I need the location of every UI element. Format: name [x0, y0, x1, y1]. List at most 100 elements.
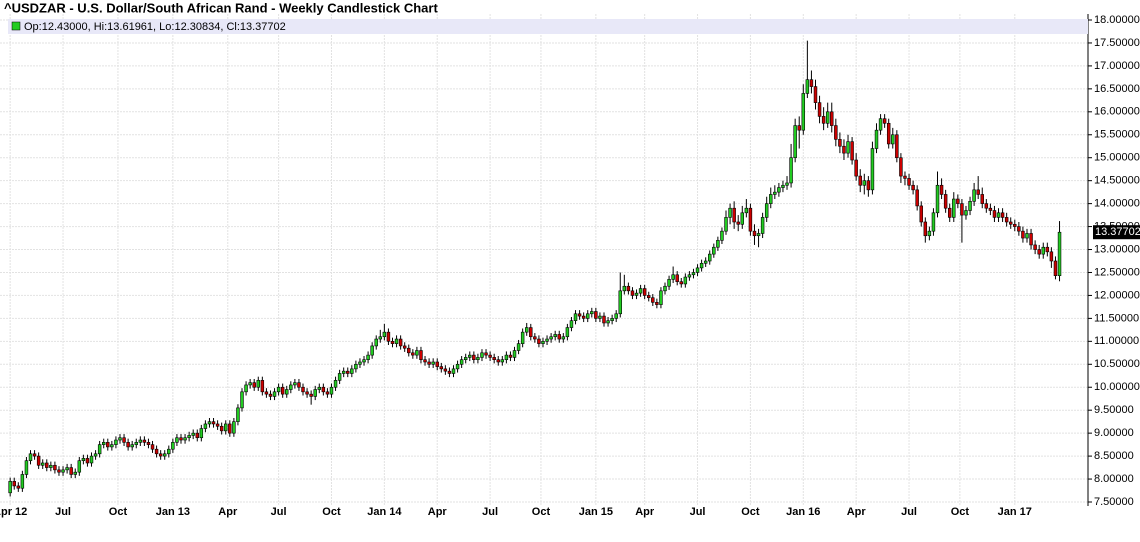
- candle-body: [760, 217, 765, 234]
- candle-body: [1000, 212, 1005, 218]
- candle-body: [1049, 251, 1054, 262]
- x-tick-label: Jul: [690, 506, 706, 518]
- x-tick-label: Jan 13: [156, 506, 190, 518]
- candle-body: [642, 288, 647, 296]
- candle-body: [984, 203, 989, 209]
- x-tick-label: Jul: [271, 506, 287, 518]
- candle-body: [769, 194, 773, 204]
- candle-body: [972, 189, 976, 202]
- candle-body: [232, 421, 236, 434]
- candle-body: [203, 423, 208, 429]
- candle-body: [171, 442, 175, 450]
- candle-body: [297, 382, 301, 388]
- candle-body: [886, 122, 891, 145]
- candle-body: [777, 187, 781, 193]
- candle-body: [610, 318, 614, 321]
- x-tick-label: Apr: [428, 506, 448, 518]
- candle-body: [683, 276, 688, 285]
- candle-body: [895, 134, 899, 159]
- candle-body: [504, 354, 509, 360]
- y-tick-label: 11.50000: [1094, 312, 1139, 324]
- chart-title: ^USDZAR - U.S. Dollar/South African Rand…: [4, 0, 438, 15]
- candle-body: [1004, 217, 1009, 223]
- candle-body: [260, 380, 265, 393]
- candle-body: [1053, 260, 1058, 276]
- candle-body: [947, 207, 952, 218]
- candle-body: [122, 437, 126, 443]
- candle-body: [500, 359, 505, 363]
- y-tick-label: 12.00000: [1094, 289, 1140, 301]
- candle-body: [557, 334, 561, 340]
- candle-body: [496, 359, 500, 363]
- candle-body: [858, 175, 862, 186]
- candle-body: [73, 471, 77, 475]
- candle-body: [337, 373, 342, 381]
- candle-body: [57, 469, 61, 473]
- candle-body: [293, 382, 297, 386]
- candle-body: [158, 453, 163, 457]
- candle-body: [488, 354, 492, 358]
- y-tick-label: 9.00000: [1094, 427, 1134, 439]
- candle-body: [146, 442, 151, 445]
- candle-body: [736, 221, 740, 225]
- candle-body: [463, 357, 468, 360]
- candle-body: [1037, 249, 1041, 255]
- candle-body: [923, 221, 928, 237]
- candle-body: [480, 352, 484, 358]
- candle-body: [573, 313, 578, 321]
- candle-body: [85, 458, 90, 464]
- candle-body: [699, 262, 704, 269]
- candle-body: [830, 111, 834, 126]
- candle-body: [585, 313, 590, 319]
- x-tick-label: Apr: [847, 506, 867, 518]
- candle-body: [390, 341, 395, 344]
- candle-body: [781, 184, 785, 188]
- candle-body: [219, 425, 224, 432]
- candle-body: [931, 212, 936, 232]
- candle-body: [419, 350, 423, 360]
- candle-body: [101, 442, 106, 445]
- candle-body: [142, 439, 147, 443]
- candle-body: [313, 389, 317, 397]
- candle-body: [81, 458, 86, 461]
- candle-body: [789, 157, 793, 184]
- candle-body: [191, 432, 195, 436]
- candle-body: [366, 354, 370, 360]
- candle-body: [427, 361, 431, 365]
- candle-body: [805, 79, 810, 94]
- candle-body: [289, 384, 293, 390]
- candle-body: [614, 313, 618, 319]
- candle-body: [325, 391, 330, 395]
- candle-body: [138, 439, 143, 443]
- candle-body: [590, 311, 594, 315]
- candle-body: [358, 361, 362, 365]
- candle-body: [577, 313, 582, 317]
- candle-body: [77, 460, 82, 473]
- candle-body: [350, 368, 354, 374]
- candle-body: [110, 444, 114, 448]
- candle-body: [439, 366, 444, 370]
- candle-body: [1033, 244, 1037, 250]
- x-tick-label: Jan 15: [579, 506, 613, 518]
- candle-body: [854, 159, 858, 177]
- x-tick-label: Apr 12: [0, 506, 27, 518]
- x-tick-label: Jan 14: [367, 506, 402, 518]
- candle-body: [524, 327, 529, 333]
- candle-body: [1057, 231, 1062, 276]
- candle-body: [32, 453, 37, 457]
- candle-body: [276, 386, 281, 393]
- candle-body: [537, 338, 541, 344]
- candle-body: [561, 336, 566, 340]
- candle-body: [899, 157, 903, 177]
- candle-body: [553, 334, 557, 338]
- x-tick-label: Jan 16: [786, 506, 820, 518]
- y-tick-label: 8.50000: [1094, 450, 1134, 462]
- x-tick-label: Oct: [109, 506, 128, 518]
- candle-body: [801, 93, 806, 131]
- candle-body: [1021, 230, 1025, 239]
- candle-body: [402, 345, 407, 349]
- candle-body: [1013, 223, 1017, 227]
- candle-body: [728, 207, 732, 218]
- candle-body: [834, 125, 838, 140]
